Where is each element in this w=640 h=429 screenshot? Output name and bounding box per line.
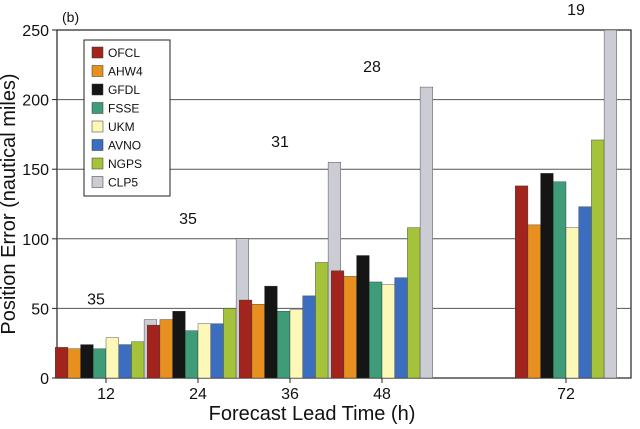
legend-label-fsse: FSSE: [108, 102, 139, 116]
bar-gfdl-48h: [356, 255, 370, 379]
bar-ngps-72h: [591, 139, 605, 379]
bar-ngps-48h: [407, 227, 421, 379]
x-axis-title: Forecast Lead Time (h): [209, 403, 416, 425]
bar-ukm-72h: [565, 227, 579, 379]
x-tick-label: 48: [373, 386, 391, 403]
bar-ukm-24h: [197, 323, 211, 379]
bar-gfdl-24h: [172, 310, 186, 379]
bar-ofcl-24h: [146, 324, 161, 379]
legend-swatch-ofcl: [91, 46, 104, 59]
legend: OFCL AHW4 GFDL FSSE UKM AVNO NGPS CLP5: [83, 39, 171, 197]
legend-label-avno: AVNO: [108, 139, 141, 153]
axis-ticks: 0 50 100 150 200 250 12 24 36 48 72: [22, 23, 575, 403]
x-tick-label: 12: [97, 386, 115, 403]
bar-fsse-36h: [277, 310, 291, 379]
bar-ngps-36h: [315, 262, 329, 379]
y-tick-label: 100: [22, 232, 49, 249]
case-count-label: 35: [87, 292, 105, 309]
panel-label: (b): [62, 9, 79, 25]
legend-label-ukm: UKM: [108, 120, 135, 134]
legend-swatch-fsse: [91, 102, 104, 114]
bar-gfdl-12h: [80, 344, 94, 379]
bar-ukm-36h: [289, 309, 303, 379]
bar-gfdl-72h: [540, 173, 554, 379]
legend-label-clp5: CLP5: [108, 176, 138, 190]
legend-swatch-ahw4: [91, 65, 104, 77]
y-tick-label: 50: [31, 301, 49, 318]
bar-fsse-24h: [185, 330, 199, 379]
y-tick-label: 0: [40, 371, 49, 388]
legend-label-ahw4: AHW4: [108, 65, 143, 79]
legend-label-ofcl: OFCL: [108, 46, 140, 60]
bar-ngps-12h: [131, 341, 145, 379]
case-counts: 35 35 31 28 19: [87, 2, 585, 309]
bar-avno-48h: [394, 277, 408, 379]
legend-swatch-gfdl: [91, 83, 104, 96]
bar-avno-24h: [210, 323, 224, 379]
legend-swatch-clp5: [91, 176, 104, 188]
bar-ahw4-36h: [251, 304, 265, 379]
bar-ofcl-48h: [331, 270, 345, 379]
legend-label-ngps: NGPS: [108, 157, 142, 171]
bar-ukm-48h: [381, 284, 395, 379]
case-count-label: 19: [567, 2, 585, 19]
bar-ahw4-12h: [67, 348, 81, 379]
legend-swatch-ukm: [91, 120, 104, 133]
x-tick-label: 72: [557, 386, 575, 403]
bar-fsse-72h: [553, 181, 567, 379]
legend-swatch-avno: [91, 139, 104, 151]
bar-clp5-48h: [419, 86, 434, 379]
bar-ahw4-24h: [159, 319, 173, 379]
bar-ahw4-48h: [343, 276, 357, 379]
legend-label-gfdl: GFDL: [108, 83, 140, 97]
x-tick-label: 24: [189, 386, 207, 403]
bar-ukm-12h: [105, 337, 119, 379]
bar-ofcl-36h: [238, 299, 253, 379]
bar-fsse-12h: [93, 348, 107, 379]
x-tick-label: 36: [281, 386, 299, 403]
legend-swatch-ngps: [91, 157, 104, 170]
bar-ofcl-72h: [515, 185, 529, 379]
case-count-label: 31: [271, 134, 289, 151]
y-tick-label: 150: [22, 162, 49, 179]
case-count-label: 35: [179, 211, 197, 228]
case-count-label: 28: [363, 59, 381, 76]
bar-avno-36h: [302, 295, 316, 379]
bar-clp5-72h: [603, 29, 617, 379]
y-axis-title: Position Error (nautical miles): [0, 73, 20, 334]
bar-ngps-24h: [223, 308, 237, 379]
bar-fsse-48h: [369, 281, 383, 379]
bar-gfdl-36h: [264, 285, 278, 379]
bar-ahw4-72h: [527, 224, 541, 379]
bar-avno-12h: [118, 344, 132, 379]
bar-ofcl-12h: [55, 347, 69, 379]
y-tick-label: 200: [22, 93, 49, 110]
y-tick-label: 250: [22, 23, 49, 40]
bar-avno-72h: [578, 206, 592, 379]
bars: [55, 29, 617, 379]
legend-box: [83, 39, 171, 197]
